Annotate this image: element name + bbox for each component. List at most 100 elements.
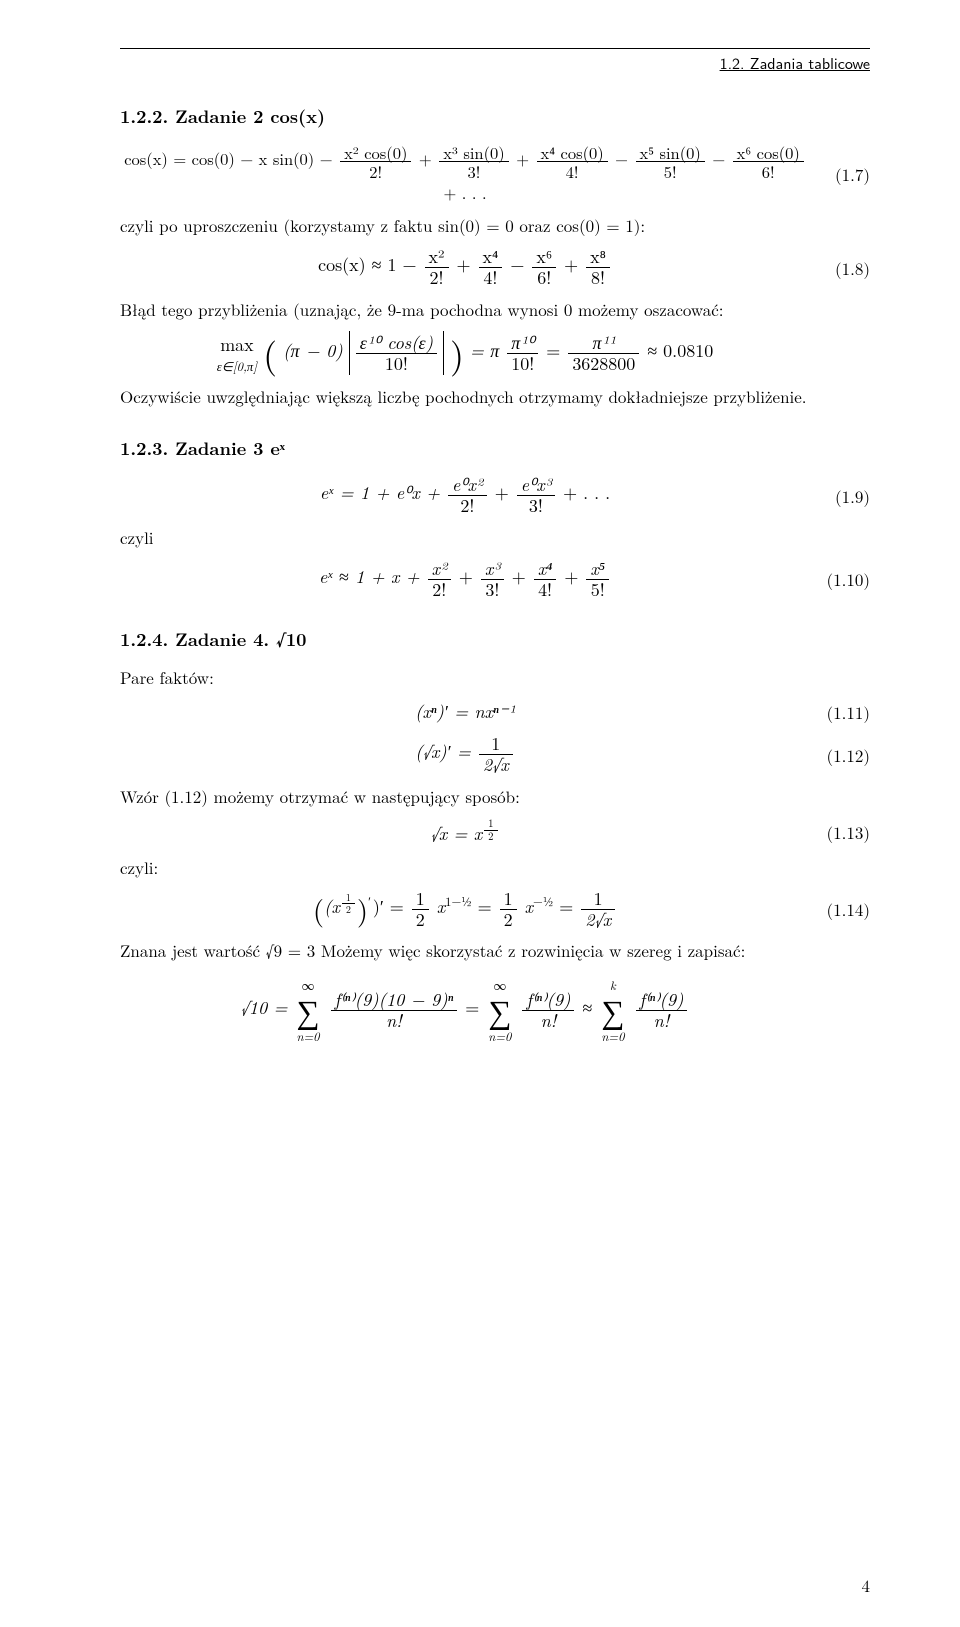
- text-122c: Oczywiście uwzględniając większą liczbę …: [120, 385, 870, 408]
- page: 1.2. Zadania tablicowe 1.2.2. Zadanie 2 …: [0, 0, 960, 1627]
- text-124c: Znana jest wartość √9 = 3 Możemy więc sk…: [120, 939, 870, 962]
- eq114-e3: −½: [533, 892, 553, 910]
- eq17-num: (1.7): [810, 162, 870, 186]
- czyli-123: czyli: [120, 526, 870, 549]
- eq17-p2: +: [516, 146, 529, 170]
- eq114-mid1: x: [437, 894, 445, 919]
- eq17-lhs: cos(x) = cos(0) − x sin(0) −: [124, 146, 332, 170]
- eq17-t1d: 2!: [340, 162, 411, 180]
- eq114-p2: )′ =: [373, 894, 404, 919]
- eq111-num: (1.11): [810, 700, 870, 724]
- eq-1-10: eˣ ≈ 1 + x + x²2! + x³3! + x⁴4! + x⁵5! (…: [120, 559, 870, 600]
- eq113-num: (1.13): [810, 820, 870, 844]
- eqsum-s1b: n=0: [296, 1027, 319, 1045]
- eq112-lhs: (√x)′ =: [415, 740, 471, 765]
- eq18-p2: +: [564, 252, 578, 277]
- eq-error: max ε∈[0,π] ( (π − 0) ε¹⁰ cos(ε)10! ) = …: [120, 331, 870, 376]
- eqerr-r1d: 10!: [507, 354, 538, 374]
- eq17-t5d: 6!: [733, 162, 804, 180]
- eq111-body: (xⁿ)′ = nxⁿ⁻¹: [415, 699, 515, 724]
- eq114-f2d: 2: [500, 910, 517, 930]
- eq19-dots: + . . .: [563, 480, 610, 505]
- eq-1-14: ((x12)′ )′ = 12 x1−½ = 12 x−½ = 12√x (1.…: [120, 889, 870, 930]
- text-122a: czyli po uproszczeniu (korzystamy z fakt…: [120, 214, 870, 237]
- eq114-num: (1.14): [810, 897, 870, 921]
- eqerr-max: max: [217, 332, 257, 357]
- eq114-p1: (x: [324, 894, 340, 919]
- eq112-bot: 2√x: [479, 755, 513, 775]
- eq19-p1: +: [495, 480, 509, 505]
- eq-1-11: (xⁿ)′ = nxⁿ⁻¹ (1.11): [120, 699, 870, 724]
- eq18-bd: 4!: [479, 268, 503, 288]
- eq17-m1: −: [615, 146, 628, 170]
- text-124a: Pare faktów:: [120, 666, 870, 689]
- eq110-ad: 2!: [428, 580, 451, 600]
- eq-1-12: (√x)′ = 12√x (1.12): [120, 734, 870, 775]
- eq110-num: (1.10): [810, 567, 870, 591]
- eq18-dd: 8!: [586, 268, 610, 288]
- eqerr-maxlim: ε∈[0,π]: [217, 357, 257, 375]
- eq114-mid2: x: [525, 894, 533, 919]
- page-number: 4: [862, 1573, 871, 1597]
- eqsum-approx: ≈: [582, 995, 592, 1020]
- eq17-t3d: 4!: [537, 162, 608, 180]
- eq110-p2: +: [512, 564, 526, 589]
- heading-123: 1.2.3. Zadanie 3 eˣ: [120, 436, 870, 461]
- eqsum-lhs: √10 =: [241, 995, 288, 1020]
- eq110-bd: 3!: [481, 580, 504, 600]
- eq17-t4d: 5!: [636, 162, 705, 180]
- eq19-num: (1.9): [810, 484, 870, 508]
- eq19-bd: 3!: [517, 496, 555, 516]
- eq18-ad: 2!: [425, 268, 449, 288]
- eqerr-mid: = π: [470, 338, 499, 363]
- eq18-p1: +: [457, 252, 471, 277]
- eq114-f3d: 2√x: [581, 910, 615, 930]
- eq114-eq2: =: [559, 894, 573, 919]
- text-124b: Wzór (1.12) możemy otrzymać w następując…: [120, 785, 870, 808]
- eq-sum: √10 = ∞ ∑ n=0 f⁽ⁿ⁾(9)(10 − 9)ⁿn! = ∞ ∑ n…: [120, 976, 870, 1044]
- eq110-cd: 4!: [534, 580, 557, 600]
- heading-124-text: 1.2.4. Zadanie 4. √10: [120, 627, 307, 652]
- eq114-eq1: =: [478, 894, 492, 919]
- eqsum-s3b: n=0: [601, 1027, 624, 1045]
- eqsum-t1d: n!: [331, 1011, 458, 1031]
- running-head: 1.2. Zadania tablicowe: [120, 51, 870, 74]
- header-rule: [120, 48, 870, 49]
- eq-1-8: cos(x) ≈ 1 − x²2! + x⁴4! − x⁶6! + x⁸8! (…: [120, 247, 870, 288]
- eq110-dd: 5!: [586, 580, 609, 600]
- eqerr-r2d: 3628800: [568, 354, 639, 374]
- eq17-dots: + . . .: [443, 180, 486, 204]
- heading-122-text: 1.2.2. Zadanie 2 cos(x): [120, 104, 325, 129]
- eqsum-s2b: n=0: [488, 1027, 511, 1045]
- eq18-num: (1.8): [810, 256, 870, 280]
- eq114-f1d: 2: [412, 910, 429, 930]
- eq19-ad: 2!: [448, 496, 487, 516]
- eq110-lhs: eˣ ≈ 1 + x +: [319, 564, 420, 589]
- eq-1-9: eˣ = 1 + e⁰x + e⁰x²2! + e⁰x³3! + . . . (…: [120, 475, 870, 516]
- eqsum-t3d: n!: [636, 1011, 688, 1031]
- eqerr-absd: 10!: [356, 354, 437, 374]
- eq18-lhs: cos(x) ≈ 1 −: [318, 252, 416, 277]
- eq18-m1: −: [510, 252, 524, 277]
- eqerr-approx: ≈ 0.0810: [647, 338, 713, 363]
- eq19-lhs: eˣ = 1 + e⁰x +: [320, 480, 440, 505]
- heading-123-text: 1.2.3. Zadanie 3 eˣ: [120, 436, 285, 461]
- czyli-124: czyli:: [120, 856, 870, 879]
- eq17-m2: −: [712, 146, 725, 170]
- eqerr-inner1: (π − 0): [283, 338, 343, 363]
- eqsum-eq: =: [465, 995, 479, 1020]
- heading-122: 1.2.2. Zadanie 2 cos(x): [120, 104, 870, 129]
- eq-1-13: √x = x12 (1.13): [120, 818, 870, 846]
- eq110-p3: +: [564, 564, 578, 589]
- eq112-num: (1.12): [810, 743, 870, 767]
- eq113-body: √x = x: [430, 821, 482, 846]
- text-122b: Błąd tego przybliżenia (uznając, że 9-ma…: [120, 298, 870, 321]
- eq18-cd: 6!: [532, 268, 556, 288]
- eq17-t2d: 3!: [439, 162, 508, 180]
- eq-1-7: cos(x) = cos(0) − x sin(0) − x² cos(0)2!…: [120, 143, 870, 204]
- heading-124: 1.2.4. Zadanie 4. √10: [120, 627, 870, 652]
- eq17-p1: +: [419, 146, 432, 170]
- eqsum-t2d: n!: [522, 1011, 574, 1031]
- eq110-p1: +: [459, 564, 473, 589]
- eq114-e2: 1−½: [445, 892, 472, 910]
